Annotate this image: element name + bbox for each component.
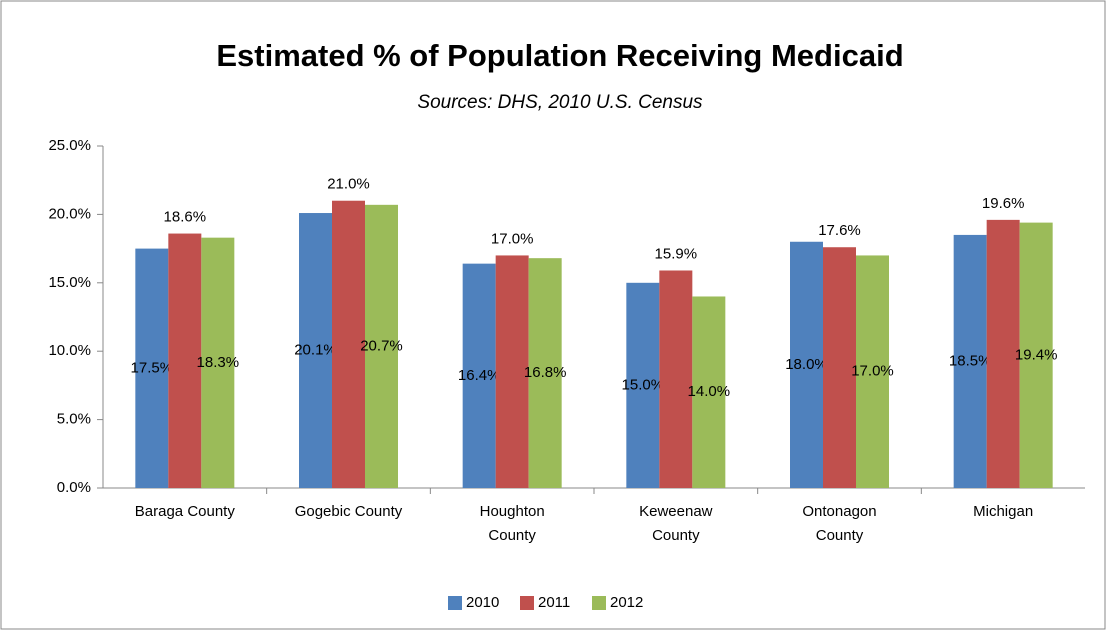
bar — [201, 237, 235, 488]
legend-swatch — [520, 596, 534, 610]
y-tick-label: 0.0% — [57, 479, 91, 496]
bar — [823, 247, 856, 488]
data-label: 19.4% — [1015, 346, 1058, 363]
data-label: 21.0% — [327, 176, 370, 193]
data-label: 15.9% — [655, 245, 698, 262]
legend-label: 2011 — [538, 594, 570, 611]
data-label: 18.5% — [949, 352, 992, 369]
bar — [953, 234, 987, 488]
bar — [332, 200, 365, 488]
data-label: 17.0% — [491, 230, 534, 247]
chart-title: Estimated % of Population Receiving Medi… — [216, 38, 903, 73]
y-tick-label: 10.0% — [48, 342, 91, 359]
data-label: 18.0% — [785, 356, 828, 373]
data-label: 15.0% — [622, 376, 665, 393]
data-label: 20.1% — [294, 341, 337, 358]
bar — [495, 255, 529, 488]
x-tick-label: Ontonagon County — [802, 503, 877, 544]
y-tick-label: 25.0% — [48, 137, 91, 154]
bar — [659, 270, 693, 488]
y-tick-label: 5.0% — [57, 411, 91, 428]
data-label: 16.4% — [458, 367, 501, 384]
data-label: 17.5% — [131, 359, 174, 376]
data-label: 20.7% — [360, 337, 403, 354]
data-label: 19.6% — [982, 195, 1025, 212]
data-label: 16.8% — [524, 364, 567, 381]
y-tick-label: 20.0% — [48, 205, 91, 222]
bar — [856, 255, 889, 488]
bar — [790, 241, 823, 488]
bar — [626, 282, 660, 488]
bar — [986, 219, 1020, 488]
bar — [1019, 222, 1053, 488]
bar — [528, 258, 562, 488]
data-label: 18.3% — [197, 354, 240, 371]
data-label: 14.0% — [688, 383, 731, 400]
x-tick-label: Keweenaw County — [639, 503, 713, 544]
bar — [299, 213, 332, 489]
data-label: 17.6% — [818, 222, 861, 239]
legend-swatch — [448, 596, 462, 610]
chart-subtitle: Sources: DHS, 2010 U.S. Census — [417, 92, 703, 113]
x-tick-label: Gogebic County — [294, 503, 403, 520]
x-tick-label: Baraga County — [134, 503, 235, 520]
bar — [462, 263, 496, 488]
data-label: 18.6% — [164, 209, 207, 226]
bar — [168, 233, 202, 488]
y-tick-label: 15.0% — [48, 274, 91, 291]
bar — [365, 204, 398, 488]
data-label: 17.0% — [851, 363, 894, 380]
bar — [135, 248, 169, 488]
legend-swatch — [592, 596, 606, 610]
legend-label: 2012 — [610, 594, 643, 611]
x-tick-label: Houghton County — [479, 503, 545, 544]
bar — [692, 296, 726, 488]
legend-label: 2010 — [466, 594, 499, 611]
x-tick-label: Michigan — [973, 503, 1034, 520]
